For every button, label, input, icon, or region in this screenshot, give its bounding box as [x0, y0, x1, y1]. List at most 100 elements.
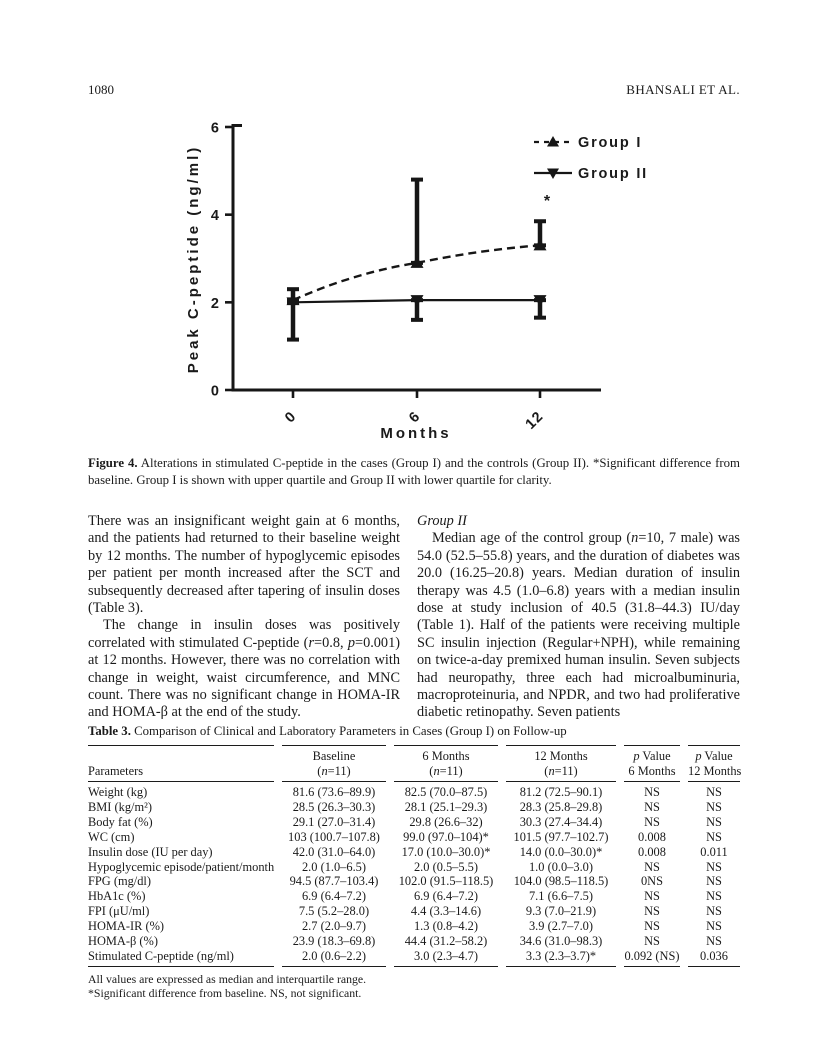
parameter-cell: HOMA-β (%): [88, 934, 158, 949]
y-tick-label: 0: [211, 384, 220, 400]
parameter-cell: WC (cm): [88, 829, 135, 844]
table-row: WC (cm) 103 (100.7–107.8) 99.0 (97.0–104)*…: [88, 830, 740, 845]
value-cell: 94.5 (87.7–103.4): [289, 874, 379, 889]
value-cell: NS: [644, 785, 660, 799]
table-row: HOMA-IR (%) 2.7 (2.0–9.7) 1.3 (0.8–4.2) 3.9…: [88, 919, 740, 934]
table-row: Stimulated C-peptide (ng/ml) 2.0 (0.6–2.2…: [88, 949, 740, 967]
value-cell: 0.011: [700, 844, 728, 859]
parameter-cell: Weight (kg): [88, 785, 148, 799]
table-header-row: Parameters Baseline (n=11) 6 Months (n=11) 12…: [88, 745, 741, 782]
value-cell: 81.6 (73.6–89.9): [292, 785, 376, 799]
significance-asterisk: *: [544, 193, 551, 210]
value-cell: NS: [706, 859, 722, 874]
value-cell: 7.1 (6.6–7.5): [528, 889, 593, 904]
value-cell: 0.036: [688, 949, 740, 967]
y-tick-label: 2: [211, 296, 220, 312]
triangle-up-icon: [547, 136, 559, 147]
value-cell: NS: [706, 874, 722, 889]
value-cell: 17.0 (10.0–30.0)*: [401, 844, 491, 859]
value-cell: 104.0 (98.5–118.5): [513, 874, 609, 889]
col-header: p Value 6 Months: [624, 745, 680, 782]
triangle-down-marker: [533, 295, 547, 307]
paragraph: The change in insulin doses was positive…: [88, 617, 400, 721]
parameter-cell: Hypoglycemic episode/patient/month: [88, 859, 275, 874]
col-header: 12 Months (n=11): [506, 745, 616, 782]
col-header: p Value 12 Months: [688, 745, 741, 782]
triangle-down-icon: [547, 168, 559, 179]
value-cell: 1.0 (0.0–3.0): [528, 859, 593, 874]
y-tick-label: 6: [211, 121, 220, 137]
value-cell: 81.2 (72.5–90.1): [519, 785, 603, 799]
value-cell: 0.008: [638, 844, 666, 859]
value-cell: 2.0 (0.6–2.2): [282, 949, 386, 967]
value-cell: 6.9 (6.4–7.2): [301, 889, 366, 904]
value-cell: 2.0 (0.5–5.5): [413, 859, 478, 874]
section-heading-group-ii: Group II: [417, 513, 467, 529]
table-row: BMI (kg/m²) 28.5 (26.3–30.3) 28.1 (25.1–29…: [88, 800, 740, 815]
parameter-cell: Body fat (%): [88, 814, 153, 829]
table-footnote: All values are expressed as median and i…: [88, 971, 367, 986]
value-cell: 3.9 (2.7–7.0): [528, 919, 593, 934]
value-cell: 103 (100.7–107.8): [288, 829, 380, 844]
table-title-label: Table 3.: [88, 724, 131, 738]
value-cell: 0.092 (NS): [624, 949, 680, 967]
parameter-cell: Stimulated C-peptide (ng/ml): [88, 949, 274, 967]
parameter-cell: HOMA-IR (%): [88, 919, 165, 934]
value-cell: 3.0 (2.3–4.7): [394, 949, 498, 967]
table-row: Insulin dose (IU per day) 42.0 (31.0–64.0…: [88, 845, 740, 860]
value-cell: NS: [644, 799, 660, 814]
value-cell: NS: [706, 814, 722, 829]
legend-label: Group I: [578, 135, 642, 151]
legend-label: Group II: [578, 166, 648, 182]
right-column: Group II Median age of the control group…: [417, 513, 740, 722]
table-row: Hypoglycemic episode/patient/month 2.0 (1…: [88, 860, 740, 875]
col-header: Parameters: [88, 745, 274, 782]
table-footnotes: All values are expressed as median and i…: [88, 972, 740, 1001]
value-cell: 101.5 (97.7–102.7): [513, 829, 609, 844]
triangle-up-marker: [286, 293, 300, 306]
value-cell: 14.0 (0.0–30.0)*: [519, 844, 603, 859]
x-tick-label: 0: [282, 409, 300, 427]
value-cell: 28.3 (25.8–29.8): [519, 799, 603, 814]
value-cell: NS: [644, 859, 660, 874]
value-cell: 3.3 (2.3–3.7)*: [506, 949, 616, 967]
value-cell: NS: [644, 934, 660, 949]
value-cell: 99.0 (97.0–104)*: [403, 829, 489, 844]
page-number: 1080: [88, 82, 114, 97]
value-cell: 6.9 (6.4–7.2): [413, 889, 478, 904]
value-cell: 42.0 (31.0–64.0): [292, 844, 376, 859]
triangle-up-marker: [410, 256, 424, 268]
value-cell: 2.7 (2.0–9.7): [301, 919, 366, 934]
parameter-cell: Insulin dose (IU per day): [88, 844, 213, 859]
value-cell: NS: [644, 904, 660, 919]
y-axis-title: Peak C-peptide (ng/ml): [185, 145, 202, 374]
value-cell: 82.5 (70.0–87.5): [404, 785, 488, 799]
value-cell: NS: [644, 919, 660, 934]
triangle-down-marker: [410, 295, 424, 307]
value-cell: 7.5 (5.2–28.0): [298, 904, 370, 919]
running-head: BHANSALI ET AL.: [626, 82, 740, 97]
table-3: Table 3. Comparison of Clinical and Labo…: [88, 724, 741, 1001]
value-cell: NS: [706, 785, 722, 799]
value-cell: 4.4 (3.3–14.6): [410, 904, 482, 919]
paragraph: There was an insignificant weight gain a…: [88, 513, 400, 617]
table-title-text: Comparison of Clinical and Laboratory Pa…: [130, 724, 567, 738]
table-row: FPG (mg/dl) 94.5 (87.7–103.4) 102.0 (91.5–…: [88, 874, 740, 889]
table-title: Table 3. Comparison of Clinical and Labo…: [88, 724, 740, 739]
value-cell: 34.6 (31.0–98.3): [519, 934, 603, 949]
figure-caption: Figure 4. Alterations in stimulated C-pe…: [88, 455, 740, 488]
table-row: FPI (μU/ml) 7.5 (5.2–28.0) 4.4 (3.3–14.6) 9…: [88, 904, 740, 919]
value-cell: NS: [706, 934, 722, 949]
paragraph: Median age of the control group (n=10, 7…: [417, 530, 740, 721]
col-header: 6 Months (n=11): [394, 745, 498, 782]
table-row: Weight (kg) 81.6 (73.6–89.9) 82.5 (70.0–87…: [88, 782, 740, 800]
value-cell: NS: [706, 799, 722, 814]
table-body: Weight (kg) 81.6 (73.6–89.9) 82.5 (70.0–87…: [88, 782, 740, 967]
parameter-cell: HbA1c (%): [88, 889, 146, 904]
table-footnote: *Significant difference from baseline. N…: [88, 986, 362, 1001]
value-cell: 29.1 (27.0–31.4): [292, 814, 376, 829]
value-cell: 0.008: [638, 829, 666, 844]
parameter-cell: BMI (kg/m²): [88, 799, 152, 814]
value-cell: 28.5 (26.3–30.3): [292, 799, 376, 814]
value-cell: 2.0 (1.0–6.5): [301, 859, 366, 874]
